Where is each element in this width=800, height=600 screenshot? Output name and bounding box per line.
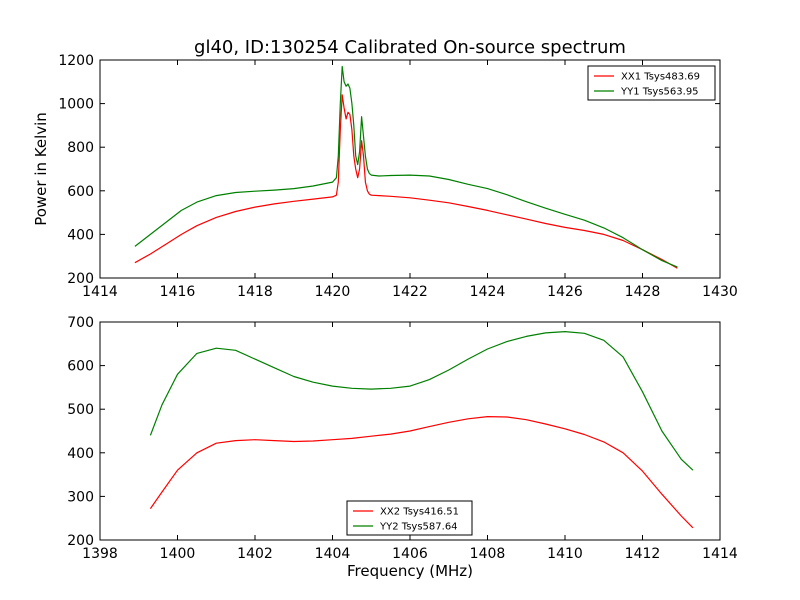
legend: XX2 Tsys416.51 YY2 Tsys587.64 [346,500,473,536]
y-tick-label: 200 [67,533,94,549]
bottom-plot: 1398 1400 1402 1404 1406 1408 1410 1412 1414 200 3… [67,315,738,562]
y-tick-label: 400 [67,227,94,243]
x-tick-label: 1406 [392,546,428,562]
x-tick-label: 1420 [315,284,351,300]
y-tick-label: 1200 [58,53,94,69]
x-tick-label: 1402 [237,546,273,562]
top-plot: 1414 1416 1418 1420 1422 1424 1426 1428 1430 200 4… [32,53,738,300]
legend: XX1 Tsys483.69 YY1 Tsys563.95 [587,65,716,101]
y-tick-label: 600 [67,359,94,375]
legend-entry: XX1 Tsys483.69 [621,72,700,83]
x-tick-label: 1416 [160,284,196,300]
series-line-xx [149,416,694,529]
x-tick-label: 1410 [547,546,583,562]
x-tick-label: 1426 [547,284,583,300]
y-tick-label: 800 [67,140,94,156]
x-tick-label: 1414 [702,546,738,562]
x-tick-label: 1430 [702,284,738,300]
x-tick-label: 1404 [315,546,351,562]
y-tick-label: 200 [67,271,94,287]
y-tick-label: 500 [67,402,94,418]
x-tick-label: 1398 [82,546,118,562]
chart-title: gl40, ID:130254 Calibrated On-source spe… [194,37,626,58]
series-line-yy [134,65,678,268]
series-line-xx [134,94,678,269]
legend-entry: YY2 Tsys587.64 [379,522,458,533]
y-tick-label: 300 [67,489,94,505]
y-tick-label: 400 [67,446,94,462]
x-tick-label: 1412 [625,546,661,562]
legend-box [346,500,473,536]
y-axis-label: Power in Kelvin [32,112,50,226]
y-tick-label: 1000 [58,97,94,113]
y-tick-label: 600 [67,184,94,200]
x-tick-label: 1414 [82,284,118,300]
x-axis-label: Frequency (MHz) [347,562,473,580]
x-tick-label: 1422 [392,284,428,300]
x-tick-label: 1418 [237,284,273,300]
legend-box [587,65,716,101]
x-tick-label: 1428 [625,284,661,300]
legend-entry: XX2 Tsys416.51 [380,507,459,518]
x-tick-label: 1400 [160,546,196,562]
legend-entry: YY1 Tsys563.95 [620,87,699,98]
y-tick-label: 700 [67,315,94,331]
x-tick-label: 1408 [470,546,506,562]
series-line-yy [149,331,694,471]
x-tick-label: 1424 [470,284,506,300]
